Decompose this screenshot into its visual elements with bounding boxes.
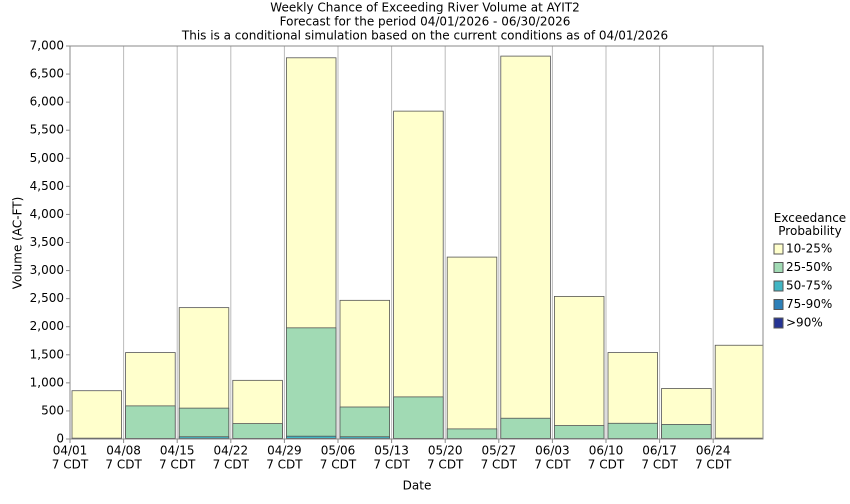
chart-title: Weekly Chance of Exceeding River Volume … — [270, 1, 579, 15]
y-tick-label: 4,500 — [30, 179, 64, 193]
bar — [72, 391, 122, 439]
legend-label: 75-90% — [786, 297, 832, 311]
x-tick-label: 04/22 — [214, 444, 249, 458]
x-tick-time: 7 CDT — [266, 458, 303, 472]
x-tick-time: 7 CDT — [481, 458, 518, 472]
legend-title: Exceedance Probability — [768, 212, 850, 238]
bar — [340, 407, 390, 439]
bar — [608, 423, 658, 439]
x-tick-label: 06/17 — [642, 444, 677, 458]
legend-swatch — [774, 300, 783, 310]
x-tick-label: 05/06 — [321, 444, 356, 458]
x-tick-label: 04/29 — [267, 444, 302, 458]
x-tick-time: 7 CDT — [427, 458, 464, 472]
y-tick-label: 1,000 — [30, 375, 64, 389]
legend-label: 10-25% — [786, 242, 832, 256]
legend-swatch — [774, 318, 783, 328]
y-axis-label: Volume (AC-FT) — [11, 197, 25, 290]
y-tick-label: 5,500 — [30, 123, 64, 137]
y-tick-label: 1,500 — [30, 347, 64, 361]
x-tick-time: 7 CDT — [105, 458, 142, 472]
chart-subtitle: Forecast for the period 04/01/2026 - 06/… — [280, 15, 571, 29]
x-tick-time: 7 CDT — [534, 458, 571, 472]
x-tick-time: 7 CDT — [588, 458, 625, 472]
y-tick-label: 2,500 — [30, 291, 64, 305]
y-tick-label: 7,000 — [30, 39, 64, 53]
y-tick-label: 3,000 — [30, 263, 64, 277]
bar — [554, 296, 604, 439]
y-tick-label: 4,000 — [30, 207, 64, 221]
x-tick-label: 06/03 — [535, 444, 570, 458]
x-tick-time: 7 CDT — [320, 458, 357, 472]
x-tick-label: 05/27 — [482, 444, 517, 458]
bar — [394, 111, 444, 439]
legend-swatch — [774, 244, 783, 254]
x-tick-label: 04/01 — [53, 444, 88, 458]
x-tick-time: 7 CDT — [695, 458, 732, 472]
y-tick-label: 2,000 — [30, 319, 64, 333]
legend-label: 50-75% — [786, 279, 832, 293]
bar — [501, 418, 551, 439]
x-tick-label: 05/20 — [428, 444, 463, 458]
chart-note: This is a conditional simulation based o… — [181, 29, 668, 43]
bar — [447, 257, 497, 439]
bar — [715, 345, 765, 439]
x-tick-time: 7 CDT — [159, 458, 196, 472]
x-tick-label: 04/15 — [160, 444, 195, 458]
bar — [286, 328, 336, 439]
x-axis-label: Date — [403, 479, 432, 493]
bar — [447, 429, 497, 439]
x-tick-time: 7 CDT — [641, 458, 678, 472]
bar — [394, 397, 444, 439]
x-tick-label: 06/24 — [696, 444, 731, 458]
bar — [233, 424, 283, 439]
legend-label: 25-50% — [786, 260, 832, 274]
y-tick-label: 6,000 — [30, 95, 64, 109]
x-tick-label: 06/10 — [589, 444, 624, 458]
x-tick-label: 04/08 — [106, 444, 141, 458]
y-tick-label: 3,500 — [30, 235, 64, 249]
legend-swatch — [774, 281, 783, 291]
y-tick-label: 6,500 — [30, 67, 64, 81]
bar — [179, 408, 229, 439]
x-tick-time: 7 CDT — [373, 458, 410, 472]
y-tick-label: 500 — [41, 403, 64, 417]
x-tick-time: 7 CDT — [52, 458, 89, 472]
bar — [662, 424, 712, 439]
bar — [126, 406, 176, 439]
bar — [554, 426, 604, 439]
legend-swatch — [774, 263, 783, 273]
plot-area — [70, 46, 765, 439]
bar — [501, 56, 551, 439]
x-tick-time: 7 CDT — [213, 458, 250, 472]
legend-label: >90% — [786, 316, 823, 330]
x-tick-label: 05/13 — [374, 444, 409, 458]
y-tick-label: 5,000 — [30, 151, 64, 165]
